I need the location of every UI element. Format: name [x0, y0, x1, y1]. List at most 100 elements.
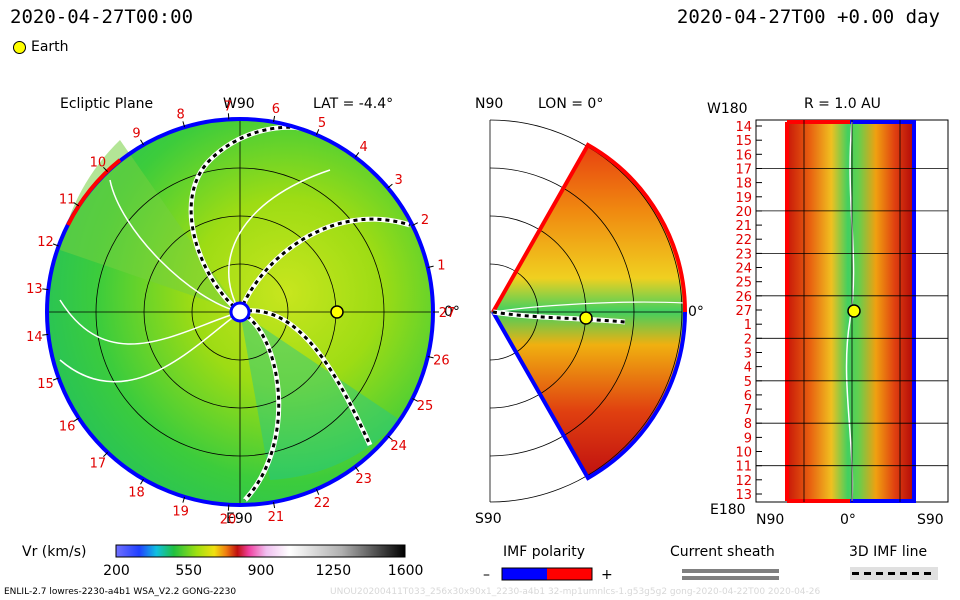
polarity-legend-frame	[501, 567, 593, 581]
colorbar-tick-label: 1250	[315, 563, 352, 579]
meridional-speed-map	[493, 145, 686, 478]
header-time-left: 2020-04-27T00:00	[10, 6, 194, 28]
meridional-lon-label: LON = 0°	[538, 96, 604, 112]
radial-day-label: 8	[744, 417, 752, 432]
colorbar-tick-label: 200	[103, 563, 130, 579]
ecliptic-day-tick	[140, 478, 144, 485]
ecliptic-day-tick	[412, 398, 419, 402]
ecliptic-zero-label: 0°	[444, 304, 460, 320]
radial-day-label: 11	[735, 460, 752, 475]
ecliptic-day-label: 10	[90, 155, 107, 170]
radial-day-label: 26	[735, 290, 752, 305]
colorbar-tick-label: 900	[247, 563, 275, 579]
ecliptic-day-label: 27	[439, 306, 456, 321]
imf-polarity-label: IMF polarity	[503, 544, 586, 560]
ecliptic-day-label: 8	[176, 108, 184, 123]
ecliptic-day-tick	[103, 452, 108, 458]
imf-polarity-minus-label: –	[483, 567, 490, 583]
ecliptic-day-tick	[140, 139, 144, 146]
meridional-s90-label: S90	[475, 511, 502, 527]
sun-inner-boundary	[229, 301, 251, 323]
header-time-right: 2020-04-27T00 +0.00 day	[676, 6, 940, 28]
ecliptic-day-label: 26	[433, 354, 450, 369]
ecliptic-e90-label: E90	[226, 511, 253, 527]
radial-day-label: 22	[735, 233, 752, 248]
ecliptic-day-label: 12	[37, 235, 54, 250]
ecliptic-lat-label: LAT = -4.4°	[313, 96, 394, 112]
ecliptic-day-tick	[354, 152, 360, 158]
ecliptic-day-tick	[427, 356, 434, 359]
ecliptic-day-label: 7	[224, 99, 232, 114]
meridional-boundary-plus	[491, 142, 688, 313]
earth-marker-meridional	[579, 311, 593, 325]
ecliptic-day-label: 1	[437, 258, 445, 273]
ecliptic-title: Ecliptic Plane	[60, 96, 154, 112]
ecliptic-day-label: 25	[417, 399, 434, 414]
radial-day-label: 1	[744, 318, 752, 333]
radial-day-label: 10	[735, 446, 752, 461]
colorbar-tick-label: 550	[175, 563, 203, 579]
radial-day-label: 12	[735, 474, 752, 489]
ecliptic-day-tick	[73, 202, 80, 207]
ecliptic-day-tick	[387, 183, 393, 189]
radial-imf-line	[845, 121, 855, 502]
meridional-sheath-line-bg	[492, 309, 626, 325]
radial-day-label: 7	[744, 403, 752, 418]
radial-day-label: 24	[735, 262, 752, 277]
polarity-plus-swatch	[547, 568, 592, 580]
ecliptic-day-label: 22	[314, 496, 331, 511]
radial-day-label: 9	[744, 431, 752, 446]
radial-day-label: 14	[735, 120, 752, 135]
radial-day-label: 15	[735, 134, 752, 149]
footer-run-id: UNOU20200411T033_256x30x90x1_2230-a4b1 3…	[330, 587, 821, 597]
meridional-zero-label: 0°	[688, 304, 704, 320]
meridional-imf-line	[492, 301, 686, 313]
radial-day-label: 19	[735, 191, 752, 206]
ecliptic-day-tick	[42, 333, 49, 336]
polarity-minus-swatch	[502, 568, 547, 580]
ecliptic-day-label: 9	[132, 127, 140, 142]
ecliptic-day-label: 24	[390, 439, 407, 454]
radial-w180-label: W180	[707, 101, 748, 117]
ecliptic-fast-region	[240, 312, 400, 480]
meridional-n90-label: N90	[475, 96, 504, 112]
earth-legend-label: Earth	[31, 39, 69, 55]
earth-marker-radial	[847, 304, 861, 318]
colorbar-label: Vr (km/s)	[22, 544, 87, 560]
ecliptic-day-label: 21	[268, 510, 285, 525]
radial-day-label: 25	[735, 276, 752, 291]
ecliptic-day-label: 19	[172, 504, 189, 519]
earth-marker-ecliptic	[330, 305, 344, 319]
ecliptic-day-tick	[52, 243, 59, 247]
radial-day-label: 23	[735, 247, 752, 262]
ecliptic-w90-label: W90	[223, 96, 255, 112]
radial-day-label: 16	[735, 148, 752, 163]
ecliptic-day-tick	[315, 489, 320, 495]
ecliptic-day-tick	[412, 222, 419, 226]
radial-s90-label: S90	[917, 512, 944, 528]
radial-n90-label: N90	[756, 512, 785, 528]
ecliptic-day-label: 14	[26, 330, 43, 345]
ecliptic-day-label: 18	[128, 485, 145, 500]
radial-zero-label: 0°	[840, 512, 856, 528]
current-sheath-swatch-top	[682, 569, 779, 573]
radial-boundary-minus	[850, 120, 916, 503]
ecliptic-day-tick	[273, 502, 276, 509]
ecliptic-day-tick	[387, 435, 393, 441]
current-sheath-label: Current sheath	[670, 544, 775, 560]
ecliptic-imf-lines	[59, 124, 411, 502]
ecliptic-day-tick	[182, 121, 186, 128]
radial-day-label: 21	[735, 219, 752, 234]
radial-e180-label: E180	[710, 502, 746, 518]
ecliptic-day-label: 6	[272, 102, 280, 117]
radial-shell-panel: 1415161718192021222324252627123456789101…	[735, 119, 949, 503]
radial-day-label: 18	[735, 177, 752, 192]
ecliptic-day-tick	[273, 115, 276, 122]
radial-day-label: 4	[744, 361, 752, 376]
ecliptic-day-tick	[354, 466, 360, 472]
meridional-plane-panel	[489, 119, 688, 503]
ecliptic-day-tick	[103, 166, 108, 172]
ecliptic-day-label: 5	[318, 116, 326, 131]
